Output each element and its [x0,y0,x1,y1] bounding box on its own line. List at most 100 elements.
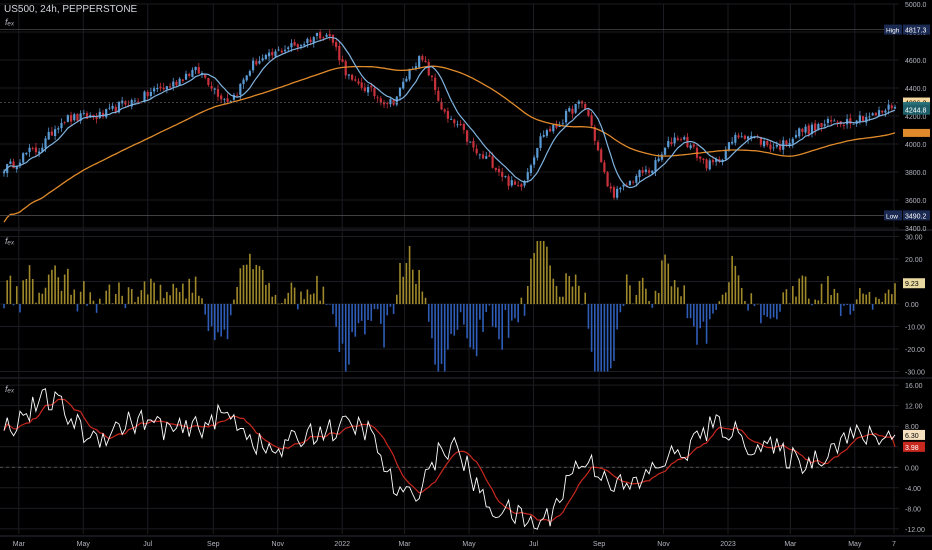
candle-body [887,104,890,110]
candle-body [271,52,274,56]
x-tick-label: Mar [784,541,797,548]
histogram-bar [245,264,248,304]
badge-value: 4244.8 [905,108,927,115]
candles [2,29,897,200]
histogram-bar [41,293,44,304]
histogram-bar [265,284,267,304]
histogram-bar [539,241,542,304]
histogram-bar [364,304,366,335]
candle-body [443,109,446,112]
candle-body [76,113,79,121]
candle-body [564,111,568,123]
histogram-bar [862,293,864,304]
histogram-bar [555,286,558,304]
candle-body [165,86,168,90]
histogram-bar [213,304,216,341]
candle-body [619,187,622,190]
y-tick-label: -4.00 [905,486,921,493]
histogram-bar [693,304,695,327]
candle-body [858,115,861,122]
histogram-bar [865,294,868,304]
histogram-bar [284,298,286,304]
candle-body [469,141,472,143]
histogram-bar [667,263,670,304]
candle-body [689,145,692,149]
candle-body [772,147,775,149]
histogram-bar [12,304,15,306]
histogram-bar [724,292,727,304]
histogram-bar [804,276,807,304]
histogram-bar [737,275,740,304]
histogram-bar [111,303,114,304]
histogram-bar [411,269,414,304]
pane-1-indicator-icon[interactable]: fₑₓ [5,17,15,27]
histogram-bar [143,281,146,304]
histogram-bar [677,287,679,304]
candle-body [798,128,801,137]
pane-3-indicator-icon[interactable]: fₑₓ [5,384,15,394]
candle-body [587,109,590,116]
candle-body [807,125,810,135]
histogram-bar [632,303,634,305]
histogram-bar [542,241,545,304]
histogram-bar [297,304,299,310]
symbol-title[interactable]: US500, 24h, PEPPERSTONE [4,4,138,15]
histogram-bar [443,304,446,372]
histogram-bar [440,304,443,365]
histogram-bar [766,304,769,317]
signal-last-badge: 3.98 [905,445,919,452]
candle-body [299,45,303,47]
candle-body [216,89,220,97]
candle-body [31,148,34,149]
histogram-bar [590,304,593,352]
histogram-bar [836,292,839,304]
histogram-bar [456,304,459,330]
candle-body [130,100,133,107]
candle-body [667,141,670,147]
candle-body [207,77,210,85]
candle-body [105,109,108,118]
candle-body [453,119,456,124]
histogram-bar [140,290,143,304]
candle-body [117,102,121,113]
histogram-bar [392,304,395,314]
candle-body [679,139,683,141]
histogram-bar [95,304,98,313]
histogram-bar [680,296,682,304]
histogram-bar [750,293,753,304]
candle-body [421,56,424,60]
histogram-bar [233,299,235,304]
histogram-bar [855,299,858,304]
candle-body [344,61,347,76]
candle-body [539,136,542,148]
histogram-bar [427,304,430,322]
histogram-bar [520,297,523,304]
histogram-bar [565,273,567,304]
candle-body [347,74,351,76]
candle-body [44,138,47,149]
histogram-bar [728,282,730,304]
candle-body [398,87,402,97]
histogram-bar [763,304,765,316]
histogram-bar [210,304,213,327]
candle-body [871,113,874,116]
candle-body [609,186,612,189]
candle-body [267,52,271,57]
candle-body [159,86,162,89]
histogram-bar [102,303,104,305]
candle-body [172,81,175,87]
histogram-bar [229,304,232,316]
histogram-bar [35,302,37,304]
candle-body [715,159,718,162]
pane-2-indicator-icon[interactable]: fₑₓ [5,236,15,246]
histogram-bar [137,296,139,304]
histogram-bars [3,241,896,372]
histogram-bar [619,304,622,313]
x-tick-label: 7 [892,541,896,548]
candle-body [184,73,188,80]
candle-body [60,123,63,129]
histogram-bar [641,277,644,304]
histogram-bar [124,304,127,309]
histogram-bar [689,304,692,319]
